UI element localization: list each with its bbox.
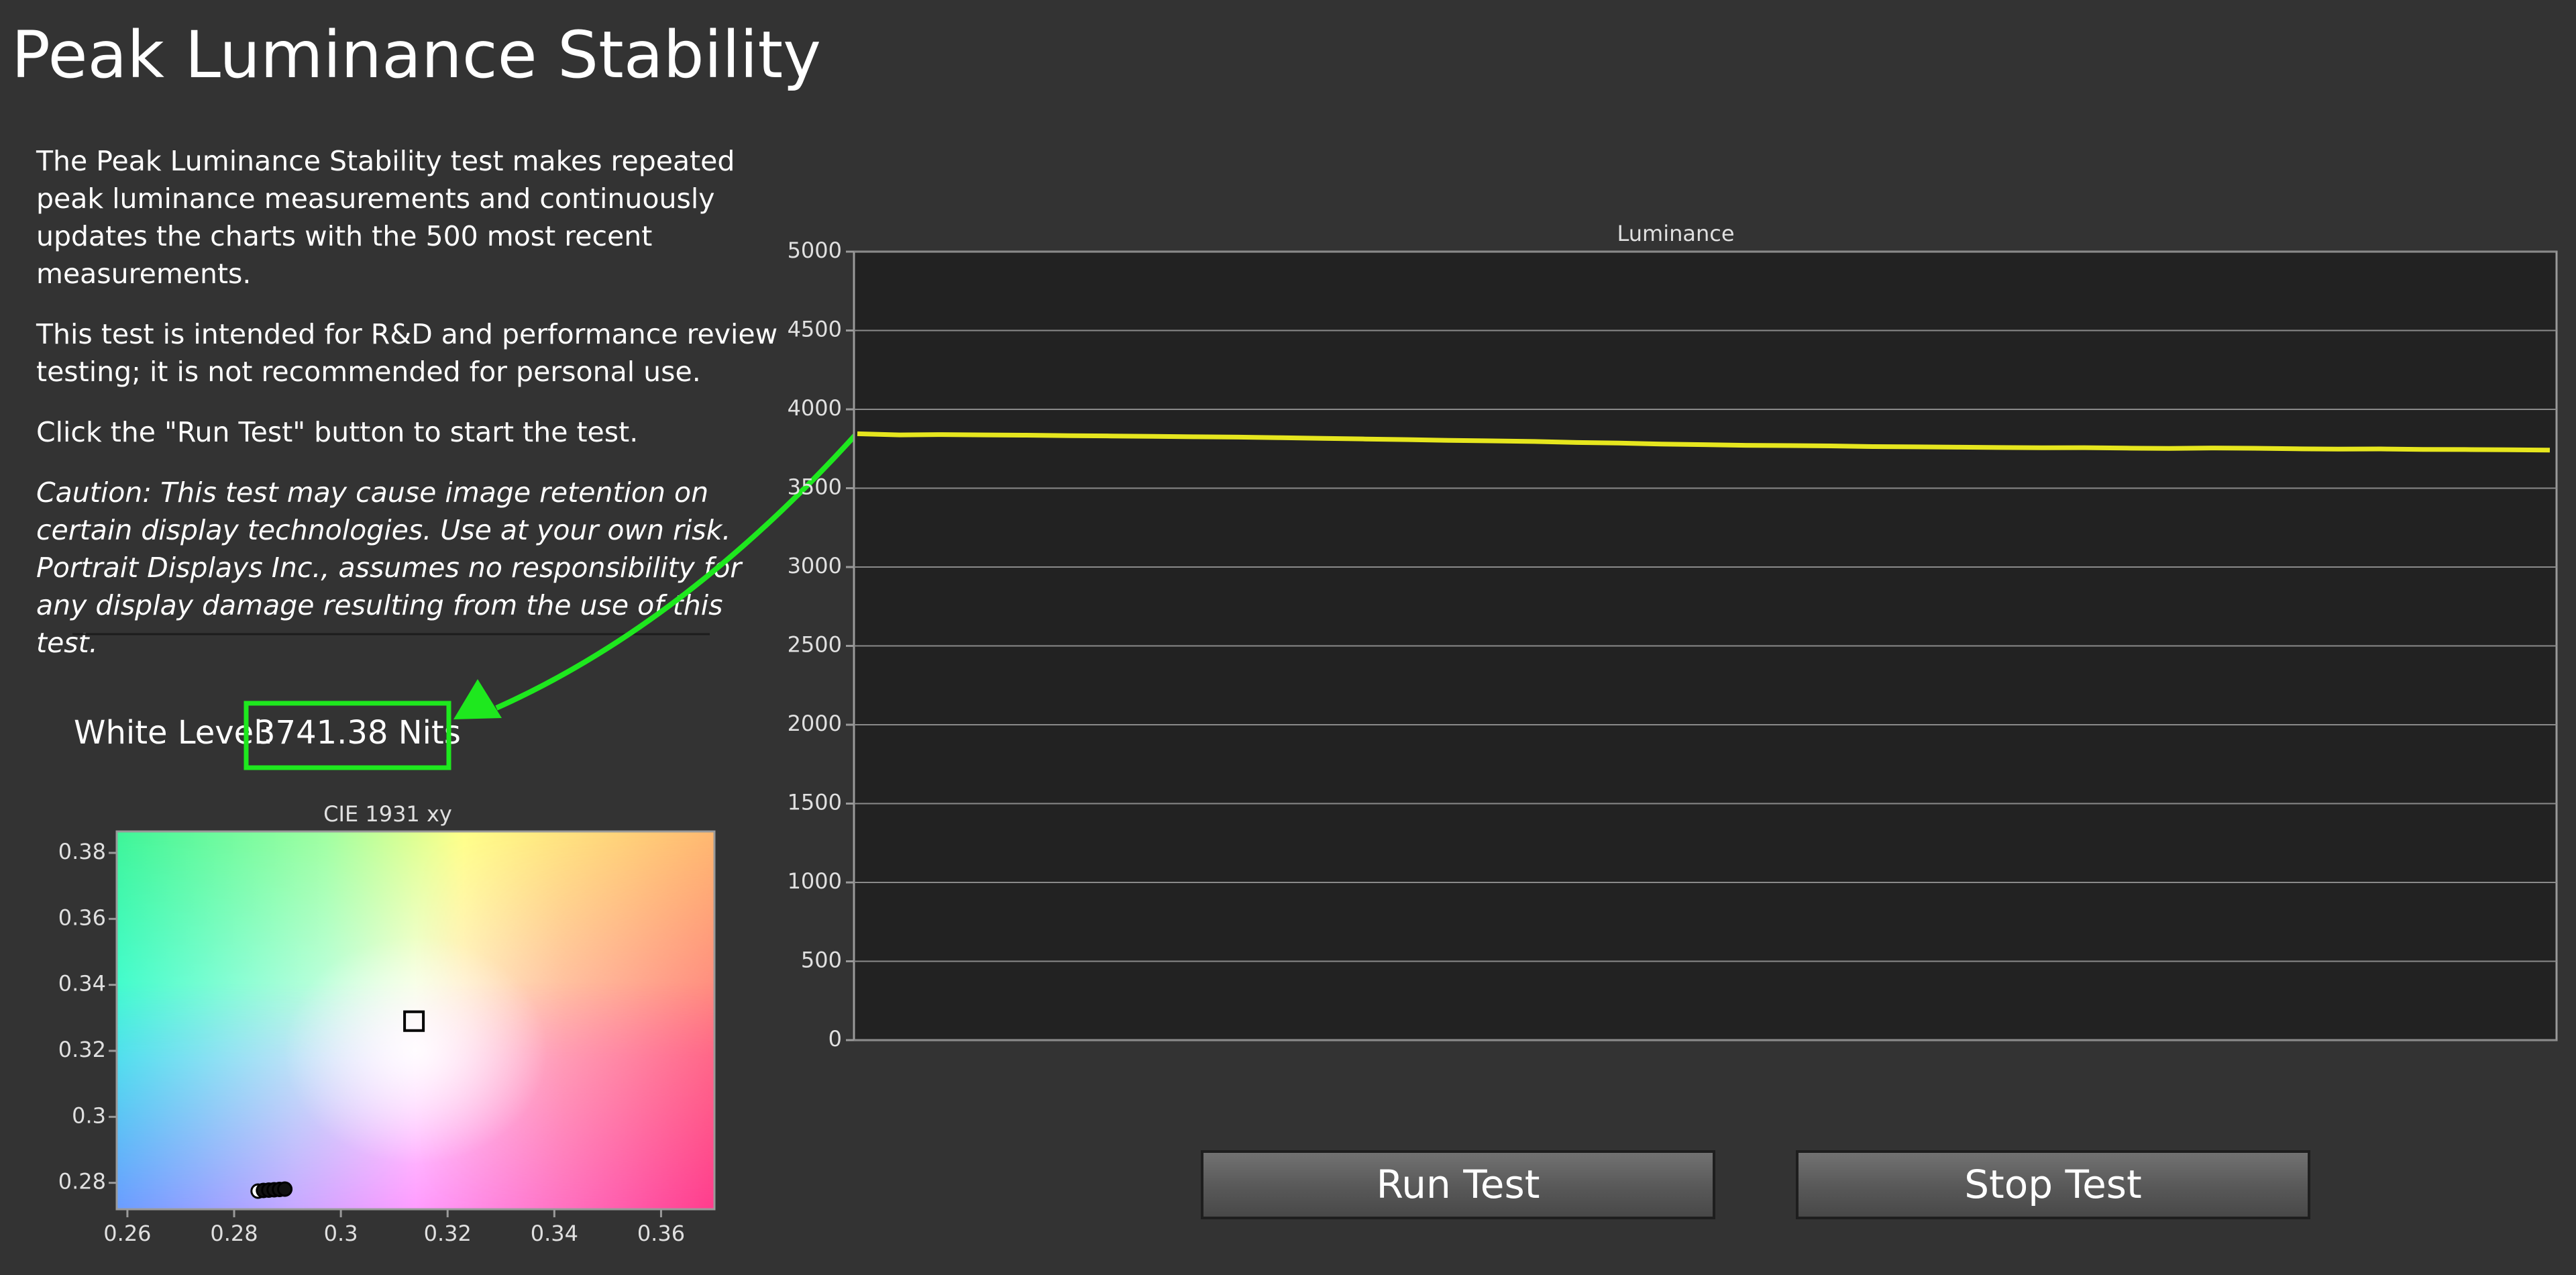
y-tick-label: 3000 [788, 553, 842, 578]
page-title: Peak Luminance Stability [11, 17, 821, 93]
annotation-box [244, 701, 451, 770]
description: The Peak Luminance Stability test makes … [36, 142, 781, 684]
x-tick-label: 0.32 [424, 1221, 472, 1246]
white-level-value: 3741.38 Nits [255, 714, 461, 752]
y-tick-label: 3500 [788, 474, 842, 500]
cie-background [117, 831, 714, 1209]
paragraph: The Peak Luminance Stability test makes … [36, 145, 735, 290]
y-tick-label: 0.32 [58, 1037, 106, 1062]
chart-title: CIE 1931 xy [323, 801, 452, 827]
scatter-point [277, 1181, 293, 1197]
y-tick-label: 2000 [788, 711, 842, 736]
annotation-arrow [495, 431, 859, 711]
annotation-arrowhead [453, 679, 502, 719]
x-tick-label: 0.26 [103, 1221, 151, 1246]
y-tick-label: 0.38 [58, 839, 106, 864]
y-tick-label: 4500 [788, 317, 842, 342]
caution-text: Caution: This test may cause image reten… [36, 476, 742, 659]
y-tick-label: 2500 [788, 632, 842, 658]
y-tick-label: 4000 [788, 395, 842, 421]
y-tick-label: 500 [801, 948, 842, 973]
paragraph: This test is intended for R&D and perfor… [36, 318, 778, 388]
y-tick-label: 0.36 [58, 905, 106, 930]
plot-frame [115, 830, 716, 1211]
y-tick-label: 1000 [788, 868, 842, 894]
y-tick-label: 0.34 [58, 971, 106, 997]
y-tick-label: 5000 [788, 238, 842, 263]
data-line [857, 431, 2551, 453]
paragraph: Click the "Run Test" button to start the… [36, 416, 639, 448]
x-tick-label: 0.36 [637, 1221, 685, 1246]
y-tick-label: 1500 [788, 790, 842, 815]
chart-title: Luminance [1617, 221, 1734, 246]
run-test-button[interactable]: Run Test [1201, 1150, 1715, 1219]
x-tick-label: 0.34 [531, 1221, 578, 1246]
y-tick-label: 0 [828, 1026, 842, 1052]
stop-test-button[interactable]: Stop Test [1796, 1150, 2310, 1219]
target-marker [403, 1010, 425, 1032]
white-level-label: White Level: [74, 714, 274, 752]
y-tick-label: 0.3 [72, 1103, 106, 1128]
y-tick-label: 0.28 [58, 1169, 106, 1194]
x-tick-label: 0.28 [210, 1221, 258, 1246]
x-tick-label: 0.3 [324, 1221, 358, 1246]
